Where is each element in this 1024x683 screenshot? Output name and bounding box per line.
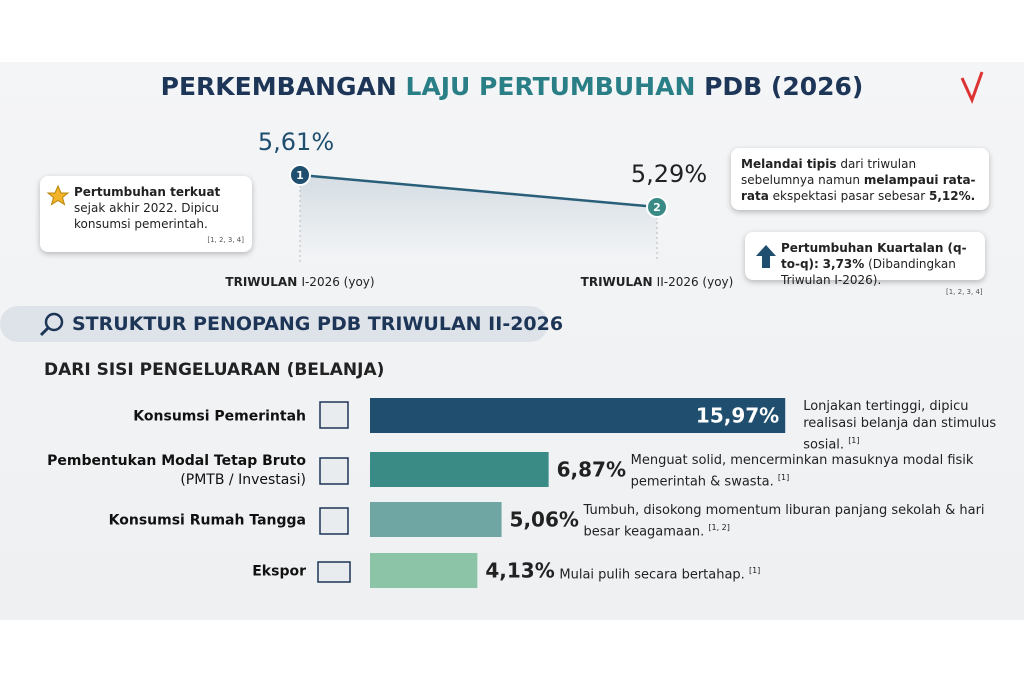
icon xyxy=(317,561,351,583)
refs: [1, 2] xyxy=(708,523,730,532)
row-icons xyxy=(317,401,351,583)
note-text: Lonjakan tertinggi, dipicu realisasi bel… xyxy=(803,399,997,453)
bar-name: Ekspor xyxy=(252,564,306,580)
value-label: 5,61% xyxy=(258,128,334,156)
title-part: PDB (2026) xyxy=(695,72,863,101)
bar-name: (PMTB / Investasi) xyxy=(180,472,306,488)
bar xyxy=(370,398,786,433)
section-subtitle: DARI SISI PENGELUARAN (BELANJA) xyxy=(44,360,384,380)
callout-text: melampaui rata-rata xyxy=(741,173,976,203)
icon xyxy=(319,507,349,535)
bar-note: Tumbuh, disokong momentum liburan panjan… xyxy=(584,502,1000,540)
bar-note: Lonjakan tertinggi, dipicu realisasi bel… xyxy=(803,398,1000,453)
callout-text: (Dibandingkan Triwulan I-2026). xyxy=(781,257,956,287)
note-text: Mulai pulih secara bertahap. xyxy=(559,567,749,583)
callout-text: Melandai tipis xyxy=(741,157,837,171)
callout-text: Pertumbuhan terkuat xyxy=(74,185,221,199)
section-band xyxy=(0,306,548,342)
callout-text: sejak akhir 2022. Dipicu konsumsi pemeri… xyxy=(74,201,219,231)
marker-number: 2 xyxy=(653,201,661,214)
bar-note: Menguat solid, mencerminkan masuknya mod… xyxy=(631,452,1000,490)
point-marker xyxy=(646,196,668,218)
axis-label-part: I-2026 (yoy) xyxy=(301,275,374,289)
bar-value: 4,13% xyxy=(485,559,554,583)
bar-name: Konsumsi Rumah Tangga xyxy=(109,513,306,529)
axis-label-part: TRIWULAN xyxy=(581,275,657,289)
bar-value: 5,06% xyxy=(510,508,579,532)
section-title: STRUKTUR PENOPANG PDB TRIWULAN II-2026 xyxy=(72,313,563,335)
callout-qtq: Pertumbuhan Kuartalan (q-to-q): 3,73% (D… xyxy=(745,232,985,287)
magnifier-icon xyxy=(44,312,64,332)
title-part: PERKEMBANGAN xyxy=(161,72,406,101)
bar xyxy=(370,452,549,487)
marker-number: 1 xyxy=(296,169,304,182)
bar xyxy=(370,502,502,537)
axis-label: TRIWULAN II-2026 (yoy) xyxy=(581,275,734,289)
magnifier-icon xyxy=(39,326,50,337)
logo xyxy=(960,71,984,104)
refs: [1, 2, 3, 4] xyxy=(207,236,244,244)
bar xyxy=(370,553,478,588)
refs: [1] xyxy=(777,473,790,482)
callout-right: Melandai tipis dari triwulan sebelumnya … xyxy=(731,148,989,210)
refs: [1, 2, 3, 4] xyxy=(946,288,983,296)
axis-label-part: TRIWULAN xyxy=(225,275,301,289)
area xyxy=(300,175,657,258)
bar-name: Pembentukan Modal Tetap Bruto xyxy=(47,453,306,469)
icon xyxy=(319,457,349,485)
callout-text: ekspektasi pasar sebesar xyxy=(768,189,929,203)
title: PERKEMBANGAN LAJU PERTUMBUHAN PDB (2026) xyxy=(161,72,864,101)
callout-text: 5,12%. xyxy=(928,189,976,203)
title-part: LAJU PERTUMBUHAN xyxy=(405,72,695,101)
point-marker xyxy=(289,164,311,186)
callout-text: Pertumbuhan Kuartalan (q-to-q): xyxy=(781,241,967,271)
note-text: Tumbuh, disokong momentum liburan panjan… xyxy=(583,503,985,540)
value-label: 5,29% xyxy=(631,160,707,188)
bar-value: 15,97% xyxy=(696,404,779,428)
bar-name: Konsumsi Pemerintah xyxy=(133,409,306,425)
icon xyxy=(319,401,349,429)
bar-note: Mulai pulih secara bertahap. [1] xyxy=(559,562,1000,583)
callout-left: Pertumbuhan terkuat sejak akhir 2022. Di… xyxy=(40,176,252,252)
growth-line xyxy=(299,173,658,209)
callout-text: dari triwulan sebelumnya namun xyxy=(741,157,917,187)
callout-text: 3,73% xyxy=(822,257,865,271)
refs: [1] xyxy=(848,436,860,445)
bar-value: 6,87% xyxy=(557,458,626,482)
axis-label-part: II-2026 (yoy) xyxy=(657,275,734,289)
axis-label: TRIWULAN I-2026 (yoy) xyxy=(225,275,374,289)
note-text: Menguat solid, mencerminkan masuknya mod… xyxy=(630,453,974,490)
refs: [1] xyxy=(748,566,761,575)
